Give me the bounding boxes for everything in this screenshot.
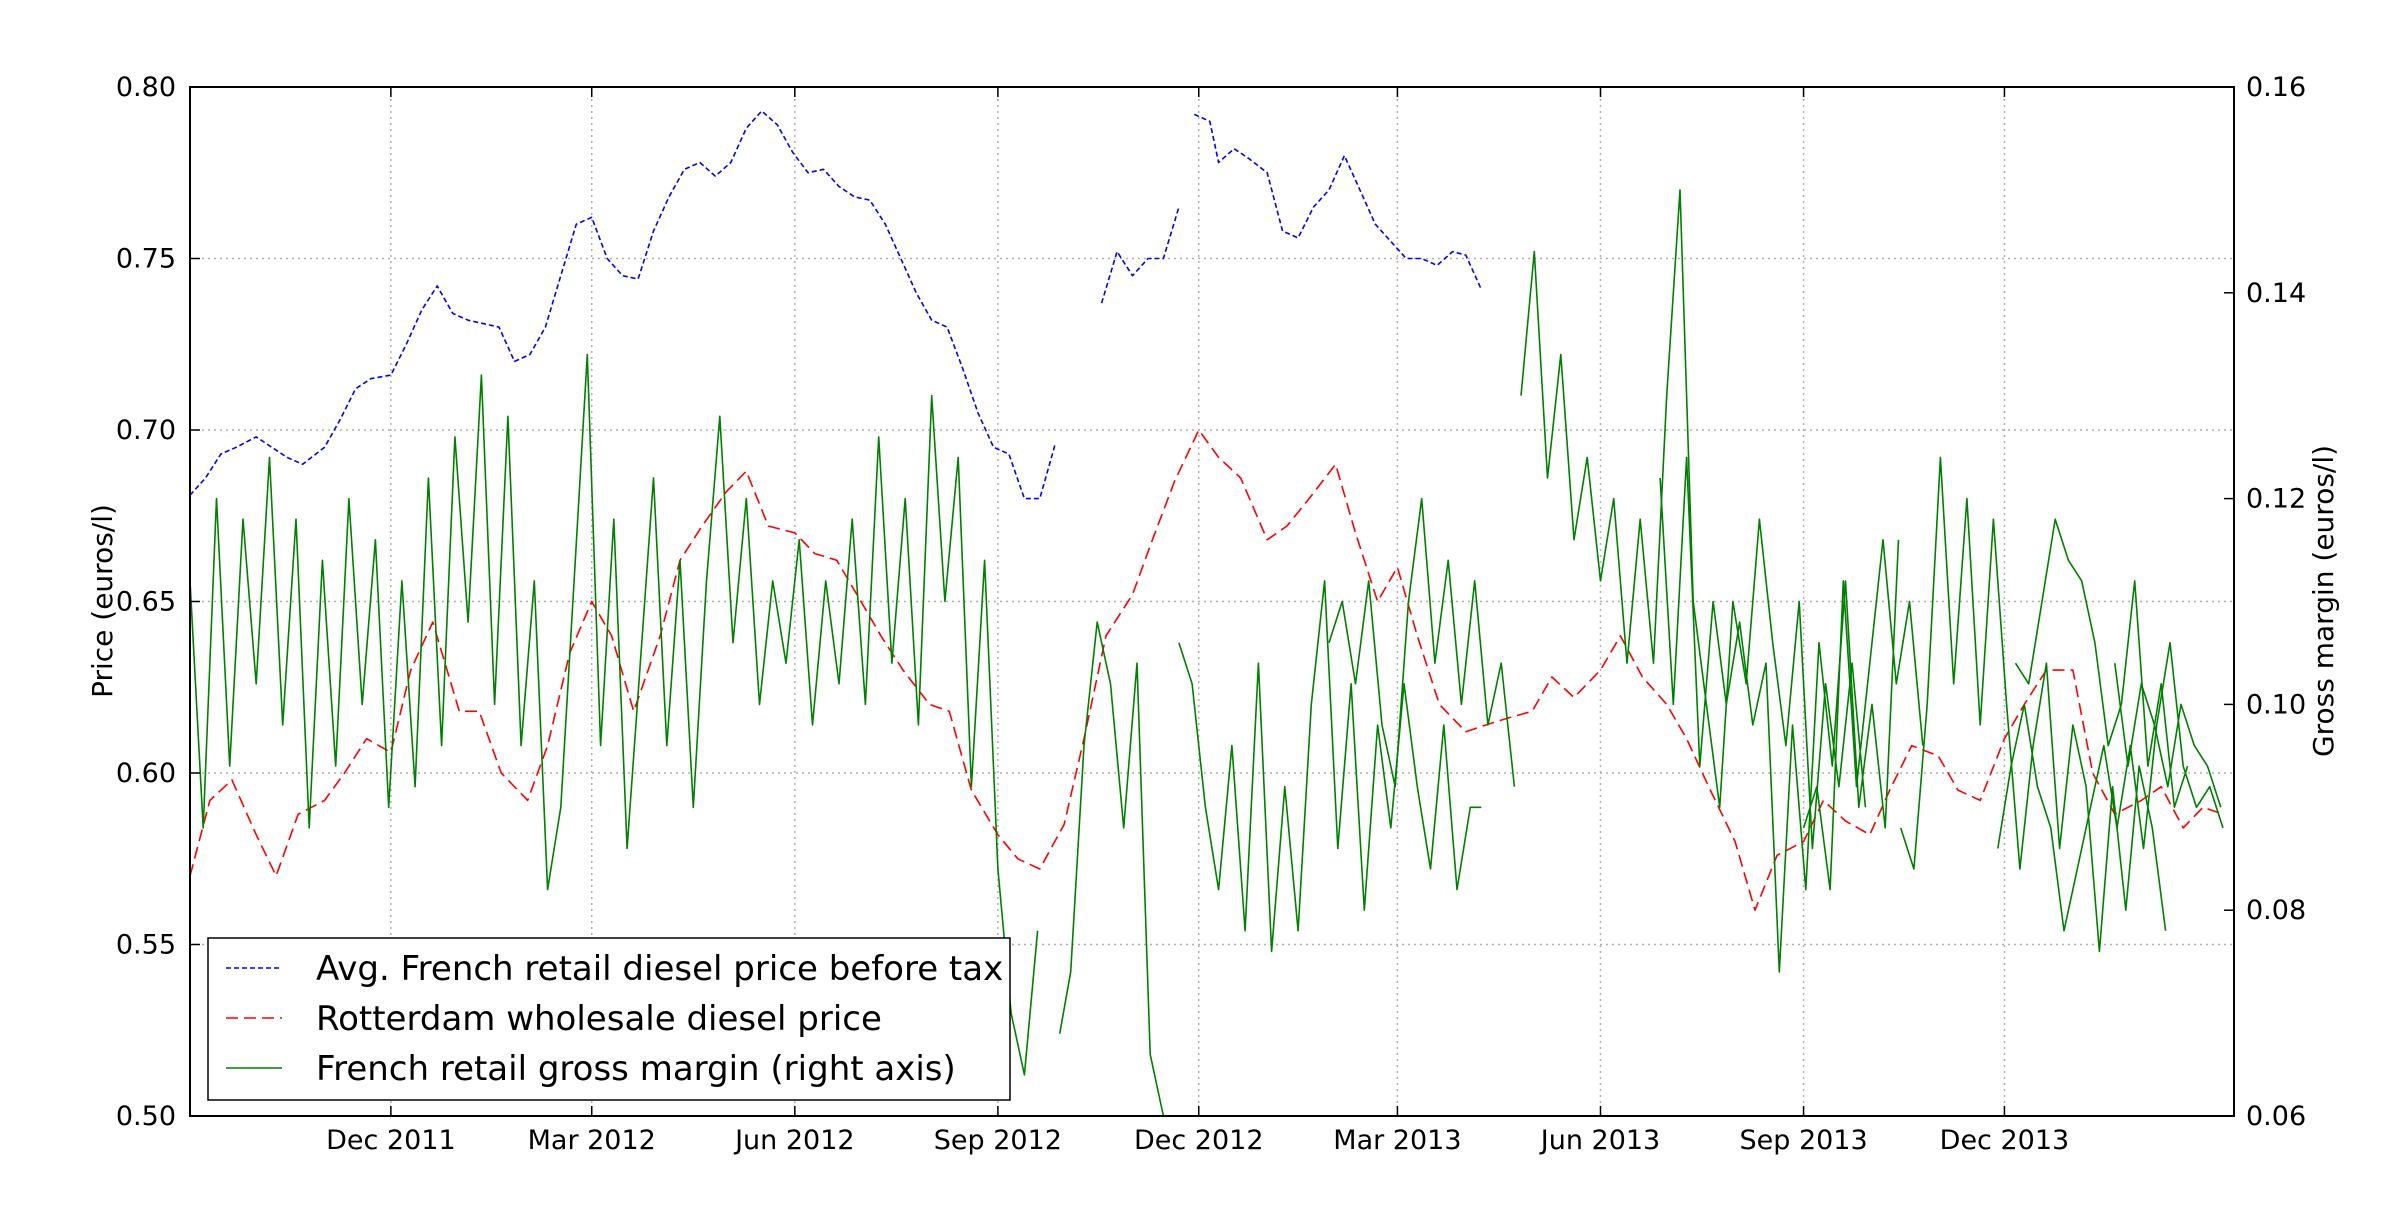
legend-label-rotterdam-price: Rotterdam wholesale diesel price bbox=[316, 999, 882, 1039]
legend-label-gross-margin: French retail gross margin (right axis) bbox=[316, 1049, 956, 1089]
grid-lines bbox=[190, 87, 2234, 1116]
legend-box bbox=[207, 937, 1011, 1101]
x-tick-label: Sep 2012 bbox=[934, 1125, 1062, 1156]
series-line-0 bbox=[1100, 206, 1180, 304]
series-line-2 bbox=[1659, 456, 1900, 973]
left-y-tick-label: 0.55 bbox=[116, 930, 176, 961]
x-tick-label: Sep 2013 bbox=[1739, 1125, 1867, 1156]
series-line-2 bbox=[1997, 641, 2224, 932]
x-tick-label: Dec 2012 bbox=[1134, 1125, 1264, 1156]
x-tick-label: Jun 2013 bbox=[1539, 1125, 1660, 1156]
axis-ticks bbox=[190, 86, 2234, 1117]
series-line-2 bbox=[1058, 621, 1165, 1117]
left-y-tick-labels: 0.50 0.55 0.60 0.65 0.70 0.75 0.80 bbox=[116, 72, 176, 1132]
left-y-tick-label: 0.50 bbox=[116, 1101, 176, 1132]
right-y-tick-label: 0.12 bbox=[2246, 484, 2306, 515]
x-tick-label: Mar 2012 bbox=[528, 1125, 656, 1156]
right-y-tick-label: 0.14 bbox=[2246, 278, 2306, 309]
left-y-tick-label: 0.65 bbox=[116, 587, 176, 618]
left-y-tick-label: 0.75 bbox=[116, 244, 176, 275]
x-tick-label: Mar 2013 bbox=[1333, 1125, 1461, 1156]
x-tick-labels: Dec 2011 Mar 2012 Jun 2012 Sep 2012 Dec 2012… bbox=[326, 1125, 2069, 1156]
x-tick-label: Dec 2013 bbox=[1940, 1125, 2070, 1156]
series-lines bbox=[189, 110, 2224, 1117]
series-line-2 bbox=[1328, 497, 1516, 788]
right-y-tick-label: 0.16 bbox=[2246, 72, 2306, 103]
series-line-2 bbox=[189, 353, 1039, 1076]
series-line-2 bbox=[1178, 580, 1482, 953]
series-line-0 bbox=[1193, 113, 1483, 290]
right-y-tick-label: 0.06 bbox=[2246, 1101, 2306, 1132]
right-y-tick-labels: 0.06 0.08 0.10 0.12 0.14 0.16 bbox=[2246, 72, 2306, 1132]
series-line-2 bbox=[1802, 539, 1924, 891]
right-y-axis-label: Gross margin (euros/l) bbox=[2307, 445, 2340, 757]
x-tick-label: Dec 2011 bbox=[326, 1125, 456, 1156]
series-line-2 bbox=[2114, 663, 2222, 808]
right-y-tick-label: 0.10 bbox=[2246, 689, 2306, 720]
legend-label-retail-price: Avg. French retail diesel price before t… bbox=[316, 949, 1003, 989]
x-tick-label: Jun 2012 bbox=[733, 1125, 854, 1156]
left-y-axis-label: Price (euros/l) bbox=[86, 504, 119, 698]
series-line-0 bbox=[189, 110, 1057, 500]
left-y-tick-label: 0.80 bbox=[116, 72, 176, 103]
left-y-tick-label: 0.60 bbox=[116, 758, 176, 789]
legend: Avg. French retail diesel price before t… bbox=[207, 937, 1011, 1101]
series-line-1 bbox=[189, 429, 2224, 911]
series-line-2 bbox=[2014, 518, 2189, 809]
series-line-2 bbox=[1899, 456, 2167, 953]
right-y-tick-label: 0.08 bbox=[2246, 895, 2306, 926]
left-y-tick-label: 0.70 bbox=[116, 415, 176, 446]
